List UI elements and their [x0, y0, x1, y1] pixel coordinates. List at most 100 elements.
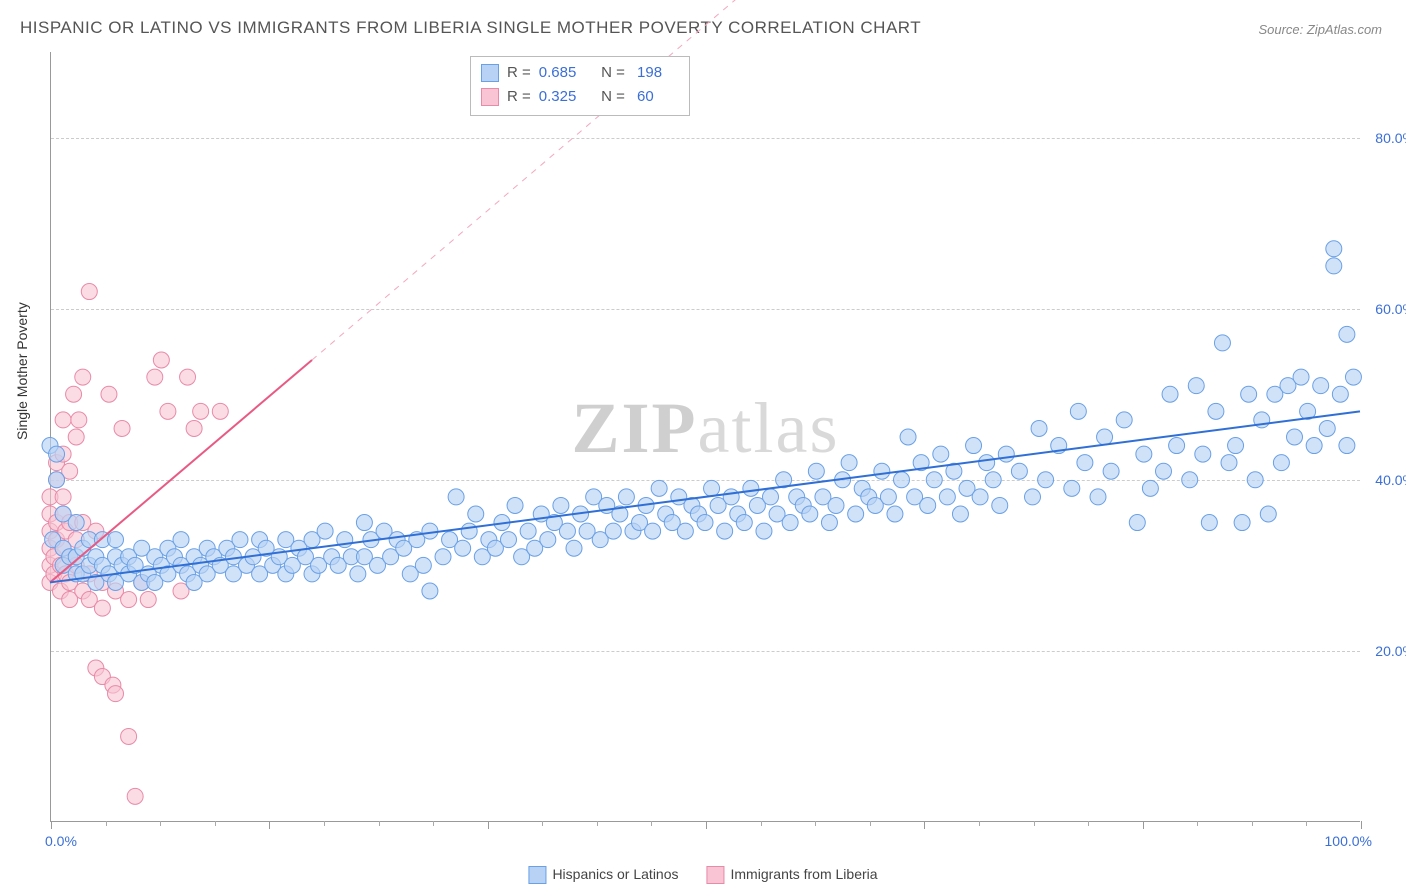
point-hispanic: [808, 463, 824, 479]
point-hispanic: [356, 515, 372, 531]
scatter-svg: [50, 52, 1360, 822]
legend-label: Hispanics or Latinos: [552, 866, 678, 882]
y-tick-label: 20.0%: [1365, 643, 1406, 659]
point-hispanic: [743, 480, 759, 496]
point-hispanic: [645, 523, 661, 539]
y-axis-label: Single Mother Poverty: [14, 302, 30, 440]
point-hispanic: [1247, 472, 1263, 488]
point-hispanic: [540, 532, 556, 548]
point-hispanic: [1097, 429, 1113, 445]
point-hispanic: [1273, 455, 1289, 471]
stats-R-value: 0.325: [539, 85, 585, 109]
source-attribution: Source: ZipAtlas.com: [1258, 22, 1382, 37]
stats-swatch: [481, 88, 499, 106]
point-hispanic: [1326, 241, 1342, 257]
point-hispanic: [763, 489, 779, 505]
correlation-stats-box: R =0.685 N = 198R =0.325 N = 60: [470, 56, 690, 116]
x-tick-major: [1143, 821, 1144, 829]
point-liberia: [75, 369, 91, 385]
point-liberia: [127, 788, 143, 804]
point-hispanic: [1234, 515, 1250, 531]
legend-swatch: [707, 866, 725, 884]
point-liberia: [108, 686, 124, 702]
point-hispanic: [821, 515, 837, 531]
stats-row: R =0.685 N = 198: [481, 61, 679, 85]
point-hispanic: [1142, 480, 1158, 496]
point-hispanic: [920, 497, 936, 513]
point-hispanic: [887, 506, 903, 522]
point-hispanic: [566, 540, 582, 556]
x-tick-major: [924, 821, 925, 829]
stats-R-label: R =: [507, 61, 531, 85]
point-liberia: [153, 352, 169, 368]
point-hispanic: [848, 506, 864, 522]
stats-swatch: [481, 64, 499, 82]
x-axis-label-min: 0.0%: [45, 833, 77, 849]
point-hispanic: [677, 523, 693, 539]
point-hispanic: [874, 463, 890, 479]
point-hispanic: [880, 489, 896, 505]
x-tick-major: [51, 821, 52, 829]
point-hispanic: [926, 472, 942, 488]
point-hispanic: [1339, 438, 1355, 454]
point-hispanic: [651, 480, 667, 496]
point-liberia: [55, 412, 71, 428]
point-hispanic: [802, 506, 818, 522]
legend-item: Immigrants from Liberia: [707, 866, 878, 884]
point-hispanic: [618, 489, 634, 505]
point-hispanic: [1031, 420, 1047, 436]
point-hispanic: [1208, 403, 1224, 419]
point-hispanic: [1169, 438, 1185, 454]
point-hispanic: [782, 515, 798, 531]
point-hispanic: [232, 532, 248, 548]
point-liberia: [81, 284, 97, 300]
point-hispanic: [966, 438, 982, 454]
point-liberia: [121, 728, 137, 744]
point-hispanic: [1332, 386, 1348, 402]
point-hispanic: [1201, 515, 1217, 531]
point-hispanic: [736, 515, 752, 531]
stats-N-label: N =: [593, 85, 625, 109]
point-liberia: [147, 369, 163, 385]
point-hispanic: [553, 497, 569, 513]
point-hispanic: [1260, 506, 1276, 522]
stats-N-value: 198: [633, 61, 679, 85]
point-hispanic: [723, 489, 739, 505]
y-tick-label: 80.0%: [1365, 130, 1406, 146]
point-hispanic: [1182, 472, 1198, 488]
point-hispanic: [49, 472, 65, 488]
point-liberia: [55, 489, 71, 505]
point-hispanic: [1103, 463, 1119, 479]
stats-R-value: 0.685: [539, 61, 585, 85]
point-hispanic: [828, 497, 844, 513]
point-hispanic: [1162, 386, 1178, 402]
point-hispanic: [350, 566, 366, 582]
x-tick-major: [488, 821, 489, 829]
point-hispanic: [435, 549, 451, 565]
point-hispanic: [501, 532, 517, 548]
point-hispanic: [952, 506, 968, 522]
x-tick-major: [1361, 821, 1362, 829]
point-hispanic: [1090, 489, 1106, 505]
x-tick-major: [706, 821, 707, 829]
point-liberia: [66, 386, 82, 402]
y-tick-label: 40.0%: [1365, 472, 1406, 488]
point-hispanic: [173, 532, 189, 548]
point-liberia: [186, 420, 202, 436]
point-liberia: [101, 386, 117, 402]
point-liberia: [94, 600, 110, 616]
point-hispanic: [1116, 412, 1132, 428]
point-hispanic: [1011, 463, 1027, 479]
point-liberia: [160, 403, 176, 419]
point-liberia: [71, 412, 87, 428]
point-hispanic: [697, 515, 713, 531]
point-hispanic: [422, 583, 438, 599]
stats-R-label: R =: [507, 85, 531, 109]
point-hispanic: [900, 429, 916, 445]
point-hispanic: [1195, 446, 1211, 462]
stats-N-value: 60: [633, 85, 679, 109]
point-hispanic: [933, 446, 949, 462]
point-hispanic: [1221, 455, 1237, 471]
point-liberia: [180, 369, 196, 385]
x-tick-major: [269, 821, 270, 829]
